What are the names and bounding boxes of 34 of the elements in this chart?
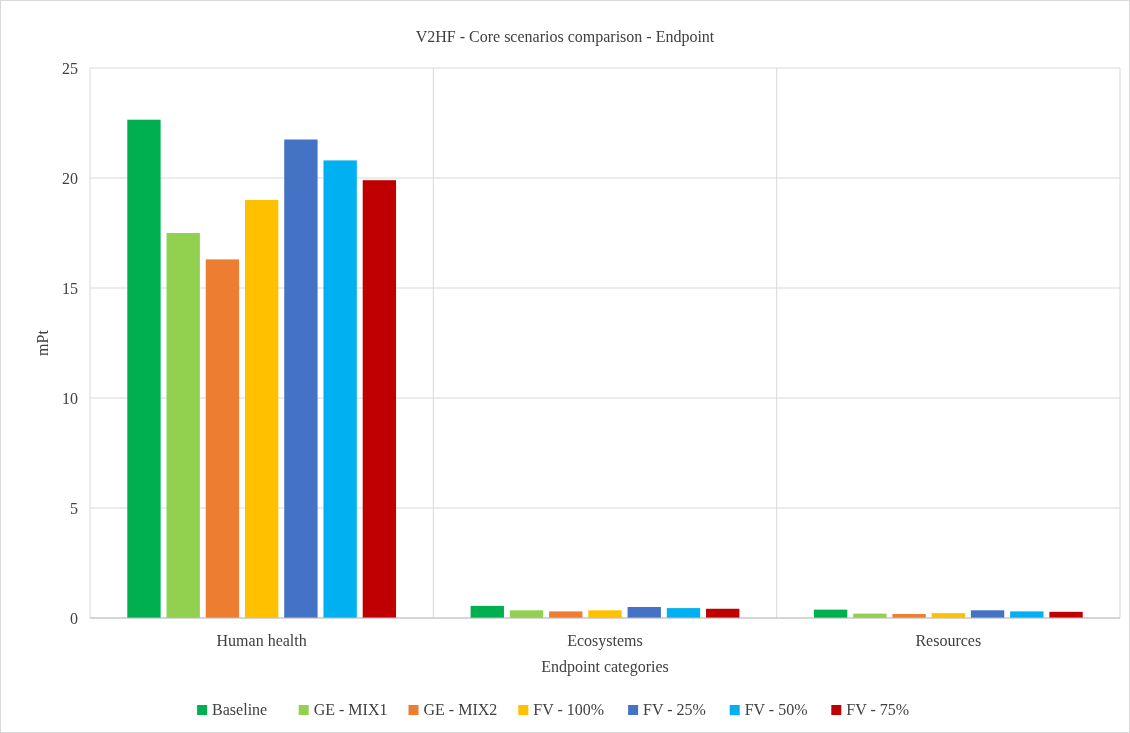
y-axis-title: mPt [34, 329, 51, 356]
bar [205, 259, 240, 618]
legend-label: FV - 50% [744, 701, 808, 718]
bar [127, 119, 161, 618]
bar [666, 608, 701, 618]
bar [284, 139, 318, 618]
bar [1010, 611, 1044, 618]
bar [970, 610, 1005, 618]
bar [362, 180, 397, 618]
legend-label: FV - 75% [846, 701, 910, 718]
y-tick-label: 0 [70, 609, 78, 627]
bar [166, 233, 200, 618]
legend-label: Baseline [212, 701, 268, 718]
y-tick-label: 25 [62, 59, 78, 77]
x-axis-title: Endpoint categories [541, 658, 669, 676]
bar [470, 605, 504, 618]
bar [509, 610, 544, 618]
y-tick-label: 15 [62, 279, 78, 297]
y-tick-label: 5 [70, 499, 78, 517]
bar [627, 607, 661, 618]
legend-label: GE - MIX1 [313, 701, 388, 718]
chart-title: V2HF - Core scenarios comparison - Endpoint [415, 28, 715, 46]
x-tick-label: Resources [915, 632, 982, 649]
bar [323, 160, 357, 618]
x-tick-label: Ecosystems [567, 632, 643, 650]
bar [588, 610, 622, 618]
bar [244, 200, 279, 618]
legend-label: FV - 25% [643, 701, 706, 718]
y-tick-label: 20 [62, 169, 78, 187]
legend-label: GE - MIX2 [423, 701, 498, 718]
bar [549, 611, 583, 618]
y-tick-label: 10 [62, 389, 78, 407]
legend-label: FV - 100% [533, 701, 605, 718]
x-tick-label: Human health [216, 632, 307, 649]
